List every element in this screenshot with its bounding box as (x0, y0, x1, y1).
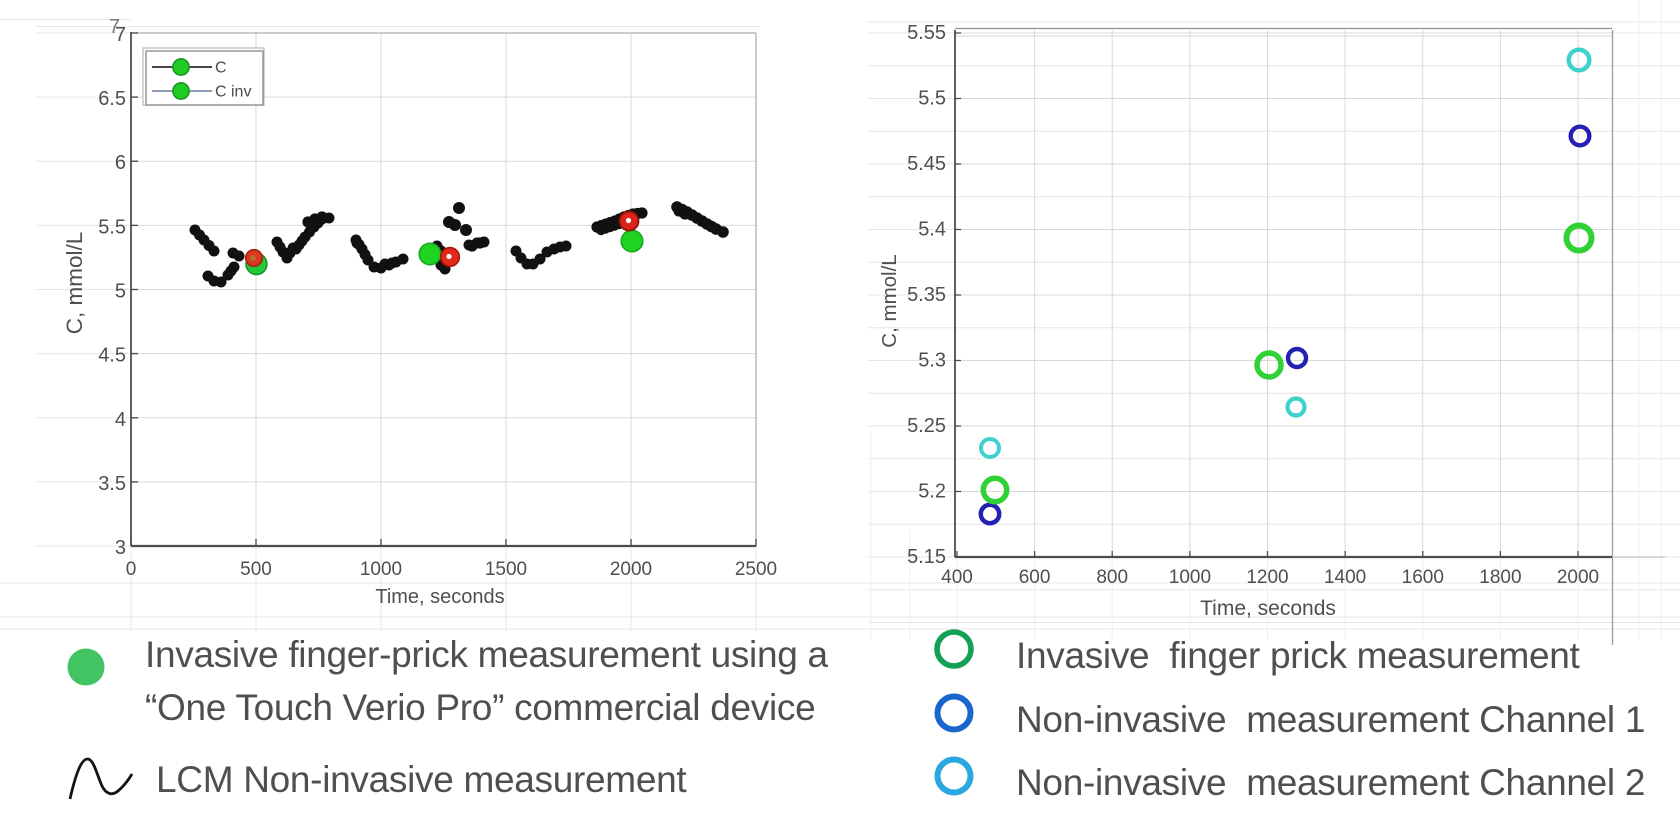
svg-text:7: 7 (115, 24, 126, 46)
svg-text:3: 3 (115, 537, 126, 559)
svg-text:Non-invasive measurement Chan: Non-invasive measurement Channel 1 (1016, 699, 1645, 740)
svg-text:C: C (215, 60, 227, 77)
svg-text:2000: 2000 (610, 559, 652, 580)
svg-text:1400: 1400 (1324, 567, 1366, 588)
svg-text:5.55: 5.55 (907, 22, 946, 44)
svg-text:6: 6 (115, 152, 126, 174)
svg-text:5.4: 5.4 (918, 219, 946, 241)
svg-text:C, mmol/L: C, mmol/L (878, 254, 901, 347)
svg-text:1500: 1500 (485, 559, 527, 580)
svg-text:5.5: 5.5 (98, 216, 126, 238)
svg-text:500: 500 (240, 559, 272, 580)
svg-text:5.15: 5.15 (907, 546, 946, 568)
svg-text:C, mmol/L: C, mmol/L (62, 232, 87, 335)
svg-text:C inv: C inv (215, 84, 251, 101)
svg-text:Invasive finger prick measure: Invasive finger prick measurement (1016, 635, 1581, 676)
svg-text:800: 800 (1096, 567, 1128, 588)
svg-text:Invasive finger-prick measurem: Invasive finger-prick measurement using … (145, 634, 829, 675)
svg-text:0: 0 (126, 559, 137, 580)
svg-text:2500: 2500 (735, 559, 777, 580)
svg-text:5.2: 5.2 (918, 481, 946, 503)
svg-text:1000: 1000 (360, 559, 402, 580)
svg-text:1200: 1200 (1246, 567, 1288, 588)
svg-text:LCM Non-invasive measurement: LCM Non-invasive measurement (156, 759, 687, 800)
svg-text:Non-invasive measurement Chan: Non-invasive measurement Channel 2 (1016, 762, 1645, 803)
svg-text:5.25: 5.25 (907, 415, 946, 437)
svg-text:1800: 1800 (1479, 567, 1521, 588)
svg-text:3.5: 3.5 (98, 473, 126, 495)
svg-text:6.5: 6.5 (98, 88, 126, 110)
svg-text:5.5: 5.5 (918, 88, 946, 110)
svg-text:“One Touch Verio Pro” commerci: “One Touch Verio Pro” commercial device (145, 687, 815, 728)
svg-text:5.45: 5.45 (907, 153, 946, 175)
svg-text:1600: 1600 (1402, 567, 1444, 588)
svg-text:Time, seconds: Time, seconds (1200, 597, 1336, 620)
svg-text:400: 400 (941, 567, 973, 588)
svg-text:1000: 1000 (1169, 567, 1211, 588)
svg-text:4: 4 (115, 409, 126, 431)
svg-text:5: 5 (115, 281, 126, 303)
svg-text:7: 7 (109, 16, 120, 38)
svg-text:600: 600 (1019, 567, 1051, 588)
svg-text:2000: 2000 (1557, 567, 1599, 588)
svg-text:5.3: 5.3 (918, 350, 946, 372)
svg-text:4.5: 4.5 (98, 345, 126, 367)
svg-text:5.35: 5.35 (907, 284, 946, 306)
svg-text:Time, seconds: Time, seconds (375, 586, 504, 608)
